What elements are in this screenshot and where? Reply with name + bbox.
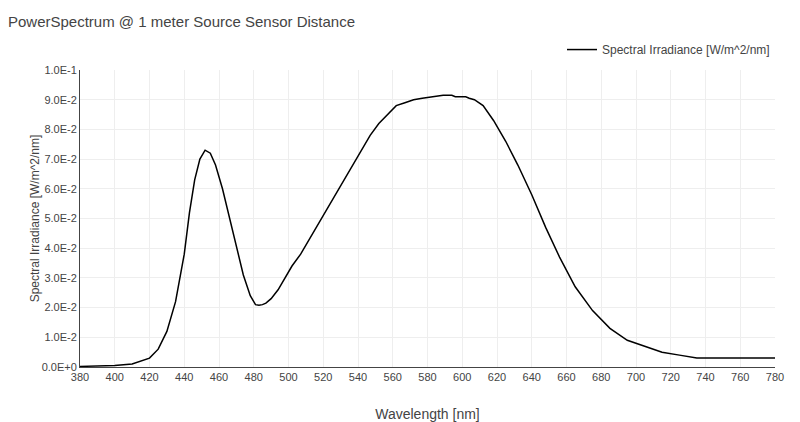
svg-text:9.0E-2: 9.0E-2 [44,94,76,106]
svg-text:620: 620 [488,371,506,383]
svg-text:0.0E+0: 0.0E+0 [42,361,77,373]
svg-text:380: 380 [71,371,89,383]
svg-text:5.0E-2: 5.0E-2 [44,212,76,224]
svg-text:600: 600 [453,371,471,383]
svg-text:700: 700 [627,371,645,383]
svg-text:2.0E-2: 2.0E-2 [44,301,76,313]
svg-text:480: 480 [245,371,263,383]
svg-text:420: 420 [140,371,158,383]
svg-text:520: 520 [314,371,332,383]
svg-text:720: 720 [662,371,680,383]
svg-text:500: 500 [279,371,297,383]
svg-text:8.0E-2: 8.0E-2 [44,123,76,135]
svg-text:Wavelength [nm]: Wavelength [nm] [375,406,480,422]
svg-text:7.0E-2: 7.0E-2 [44,153,76,165]
svg-text:640: 640 [523,371,541,383]
svg-text:660: 660 [557,371,575,383]
svg-text:440: 440 [175,371,193,383]
svg-text:760: 760 [731,371,749,383]
svg-text:PowerSpectrum @ 1 meter Source: PowerSpectrum @ 1 meter Source Sensor Di… [8,13,355,30]
svg-text:560: 560 [384,371,402,383]
svg-text:540: 540 [349,371,367,383]
svg-text:1.0E-1: 1.0E-1 [44,64,76,76]
svg-text:580: 580 [418,371,436,383]
svg-text:Spectral Irradiance [W/m^2/nm]: Spectral Irradiance [W/m^2/nm] [28,135,42,303]
svg-text:740: 740 [696,371,714,383]
svg-text:680: 680 [592,371,610,383]
svg-text:400: 400 [106,371,124,383]
svg-text:4.0E-2: 4.0E-2 [44,242,76,254]
svg-text:Spectral Irradiance [W/m^2/nm]: Spectral Irradiance [W/m^2/nm] [602,43,770,57]
svg-text:6.0E-2: 6.0E-2 [44,183,76,195]
svg-text:780: 780 [766,371,784,383]
svg-text:3.0E-2: 3.0E-2 [44,272,76,284]
svg-text:460: 460 [210,371,228,383]
svg-text:1.0E-2: 1.0E-2 [44,331,76,343]
